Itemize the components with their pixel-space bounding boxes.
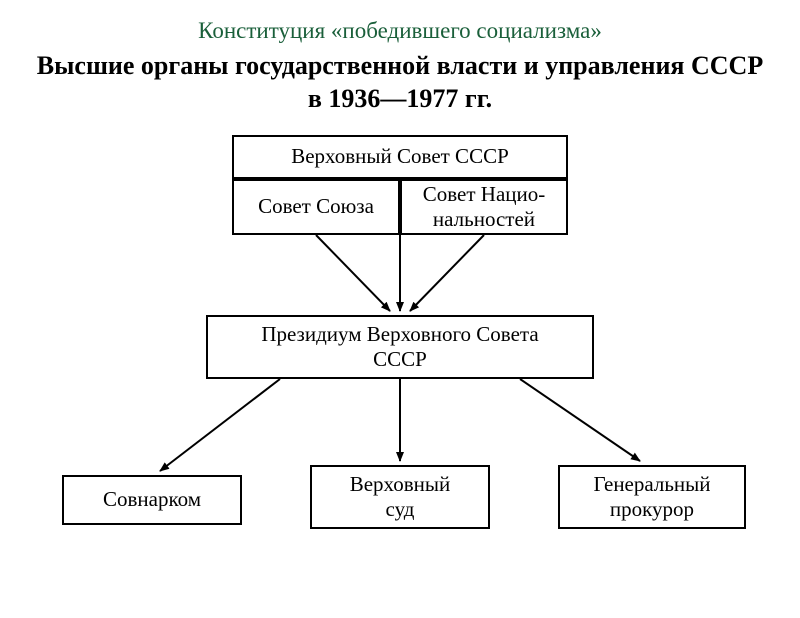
node-presidium: Президиум Верховного СоветаСССР [206, 315, 594, 379]
node-label: Совнарком [103, 487, 201, 512]
diagram-title: Высшие органы государственной власти и у… [30, 50, 770, 115]
node-supreme-court: Верховныйсуд [310, 465, 490, 529]
node-label: Верховныйсуд [350, 472, 451, 522]
node-label: Президиум Верховного СоветаСССР [261, 322, 538, 372]
node-soviet-nations: Совет Нацио-нальностей [400, 179, 568, 235]
page-title-text: Конституция «победившего социализма» [198, 18, 602, 43]
node-supreme-soviet: Верховный Совет СССР [232, 135, 568, 179]
page-title: Конституция «победившего социализма» [0, 18, 800, 44]
node-label: Совет Союза [258, 194, 374, 219]
node-prosecutor: Генеральныйпрокурор [558, 465, 746, 529]
node-sovnarkom: Совнарком [62, 475, 242, 525]
org-chart: Верховный Совет СССР Совет Союза Совет Н… [0, 125, 800, 585]
node-label: Верховный Совет СССР [291, 144, 509, 169]
node-soviet-union: Совет Союза [232, 179, 400, 235]
node-label: Совет Нацио-нальностей [423, 182, 546, 232]
node-label: Генеральныйпрокурор [593, 472, 710, 522]
